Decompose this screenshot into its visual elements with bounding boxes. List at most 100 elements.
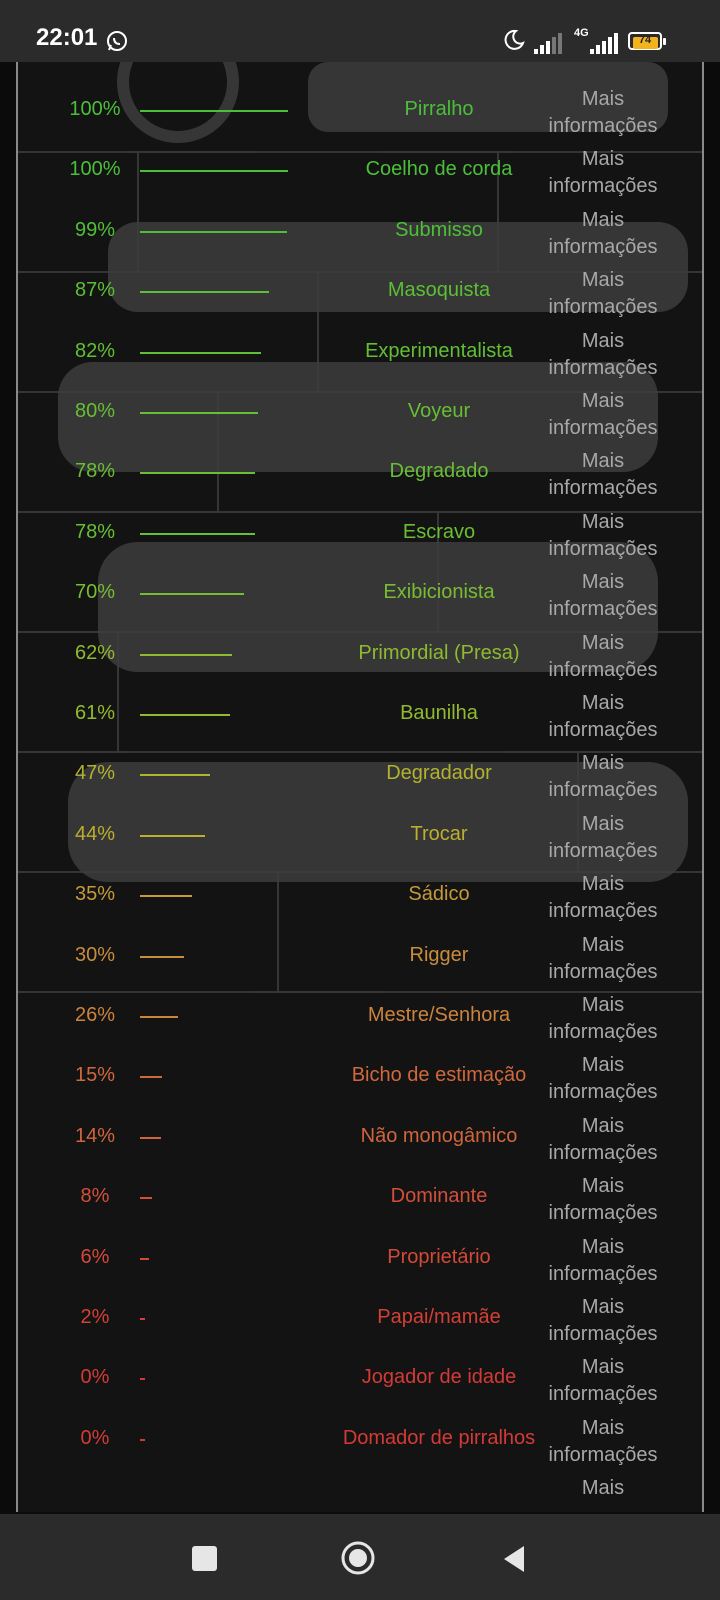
more-info-line2: informações: [548, 1262, 658, 1285]
moon-icon: [504, 29, 525, 50]
result-percent: 100%: [69, 98, 121, 120]
more-info-link[interactable]: Mais informações: [528, 811, 678, 865]
result-bar: [140, 1257, 149, 1260]
more-info-line2: informações: [548, 900, 658, 923]
result-bar: [140, 1136, 161, 1139]
result-label: Exibicionista: [383, 581, 495, 604]
more-info-line2: informações: [548, 1323, 658, 1345]
network-type: 4G: [574, 27, 589, 39]
result-label: Escravo: [402, 520, 476, 543]
result-row: 87% Masoquista Mais informações: [18, 259, 702, 320]
more-info-link[interactable]: Mais informações: [528, 1354, 678, 1408]
result-bar: [140, 955, 184, 958]
home-icon[interactable]: [340, 1540, 376, 1576]
result-row: 15% Bicho de estimação Mais informações: [18, 1044, 702, 1105]
result-label: Proprietário: [387, 1245, 491, 1268]
more-info-link[interactable]: Mais informações: [528, 1173, 678, 1227]
result-percent: 70%: [74, 581, 116, 604]
result-bar: [140, 110, 288, 112]
more-info-link[interactable]: Mais informações: [528, 1052, 678, 1106]
result-label: Papai/mamãe: [377, 1306, 501, 1328]
result-row: 8% Dominante Mais informações: [18, 1165, 702, 1226]
more-info-line1: Mais: [581, 1477, 625, 1500]
more-info-link[interactable]: Mais informações: [528, 992, 678, 1046]
result-row: 14% Não monogâmico Mais informações: [18, 1105, 702, 1166]
more-info-link[interactable]: Mais informações: [528, 630, 678, 684]
more-info-line1: Mais: [581, 994, 625, 1016]
more-info-link[interactable]: Mais informações: [528, 328, 678, 382]
more-info-link[interactable]: Mais informações: [528, 146, 678, 200]
more-info-line1: Mais: [581, 1416, 625, 1439]
more-info-line2: informações: [548, 296, 658, 319]
result-row: 100% Coelho de corda Mais informações: [18, 138, 702, 199]
result-label: Degradador: [386, 762, 492, 785]
background-graffiti-image: [18, 62, 702, 993]
result-row: 82% Experimentalista Mais informações: [18, 320, 702, 381]
status-time: 22:01: [36, 24, 98, 51]
result-row: 26% Mestre/Senhora Mais informações: [18, 984, 702, 1045]
more-info-link[interactable]: Mais informações: [528, 207, 678, 261]
more-info-link[interactable]: Mais informações: [528, 1113, 678, 1167]
result-percent: 2%: [80, 1306, 110, 1328]
more-info-link[interactable]: Mais informações: [528, 569, 678, 623]
result-bar: [140, 1076, 162, 1079]
battery-icon: 74: [628, 32, 668, 52]
more-info-link[interactable]: Mais informações: [528, 86, 678, 140]
more-info-link[interactable]: Mais: [528, 1475, 678, 1502]
more-info-link[interactable]: Mais informações: [528, 1294, 678, 1348]
more-info-line1: Mais: [581, 692, 625, 714]
more-info-link[interactable]: Mais informações: [528, 448, 678, 502]
result-percent: 80%: [74, 400, 116, 422]
more-info-line1: Mais: [581, 571, 625, 594]
result-bar: [140, 472, 255, 475]
more-info-link[interactable]: Mais informações: [528, 388, 678, 442]
more-info-line1: Mais: [581, 510, 625, 533]
more-info-line2: informações: [548, 779, 658, 802]
more-info-line1: Mais: [581, 1175, 625, 1198]
result-percent: 30%: [74, 943, 116, 966]
more-info-line1: Mais: [581, 1054, 625, 1077]
result-percent: 100%: [69, 158, 121, 181]
more-info-line2: informações: [548, 356, 658, 379]
result-bar: [140, 291, 269, 294]
more-info-line2: informações: [548, 417, 658, 439]
more-info-link[interactable]: Mais informações: [528, 750, 678, 804]
more-info-line1: Mais: [581, 329, 625, 352]
more-info-link[interactable]: Mais informações: [528, 267, 678, 321]
back-icon[interactable]: [500, 1544, 528, 1574]
status-bar: 22:01 4G 74: [0, 0, 720, 62]
more-info-line1: Mais: [581, 1235, 625, 1258]
result-row: 35% Sádico Mais informações: [18, 863, 702, 924]
result-bar: [140, 593, 244, 596]
result-bar: [140, 1438, 145, 1441]
more-info-link[interactable]: Mais informações: [528, 509, 678, 563]
more-info-line2: informações: [548, 235, 658, 258]
more-info-line2: informações: [548, 719, 658, 741]
result-percent: 82%: [74, 339, 116, 362]
result-percent: 78%: [74, 460, 116, 483]
more-info-line2: informações: [548, 658, 658, 681]
whatsapp-icon: [107, 31, 127, 51]
more-info-line1: Mais: [581, 88, 625, 110]
more-info-link[interactable]: Mais informações: [528, 1234, 678, 1288]
result-percent: 6%: [80, 1245, 110, 1268]
navigation-bar: [0, 1514, 720, 1600]
recent-apps-icon[interactable]: [192, 1546, 217, 1571]
more-info-link[interactable]: Mais informações: [528, 690, 678, 744]
result-row: 0% Jogador de idade Mais informações: [18, 1346, 702, 1407]
more-info-line1: Mais: [581, 631, 625, 654]
result-label: Trocar: [410, 822, 468, 845]
result-percent: 0%: [80, 1366, 110, 1389]
more-info-line2: informações: [548, 960, 658, 983]
result-label: Dominante: [390, 1185, 488, 1208]
more-info-line2: informações: [548, 1021, 658, 1043]
more-info-line2: informações: [548, 537, 658, 560]
result-label: Experimentalista: [365, 339, 513, 362]
result-bar: [140, 412, 258, 414]
result-bar: [140, 230, 287, 233]
more-info-link[interactable]: Mais informações: [528, 932, 678, 986]
more-info-link[interactable]: Mais informações: [528, 871, 678, 925]
more-info-line2: informações: [548, 1141, 658, 1164]
more-info-link[interactable]: Mais informações: [528, 1415, 678, 1469]
more-info-line1: Mais: [581, 269, 625, 292]
